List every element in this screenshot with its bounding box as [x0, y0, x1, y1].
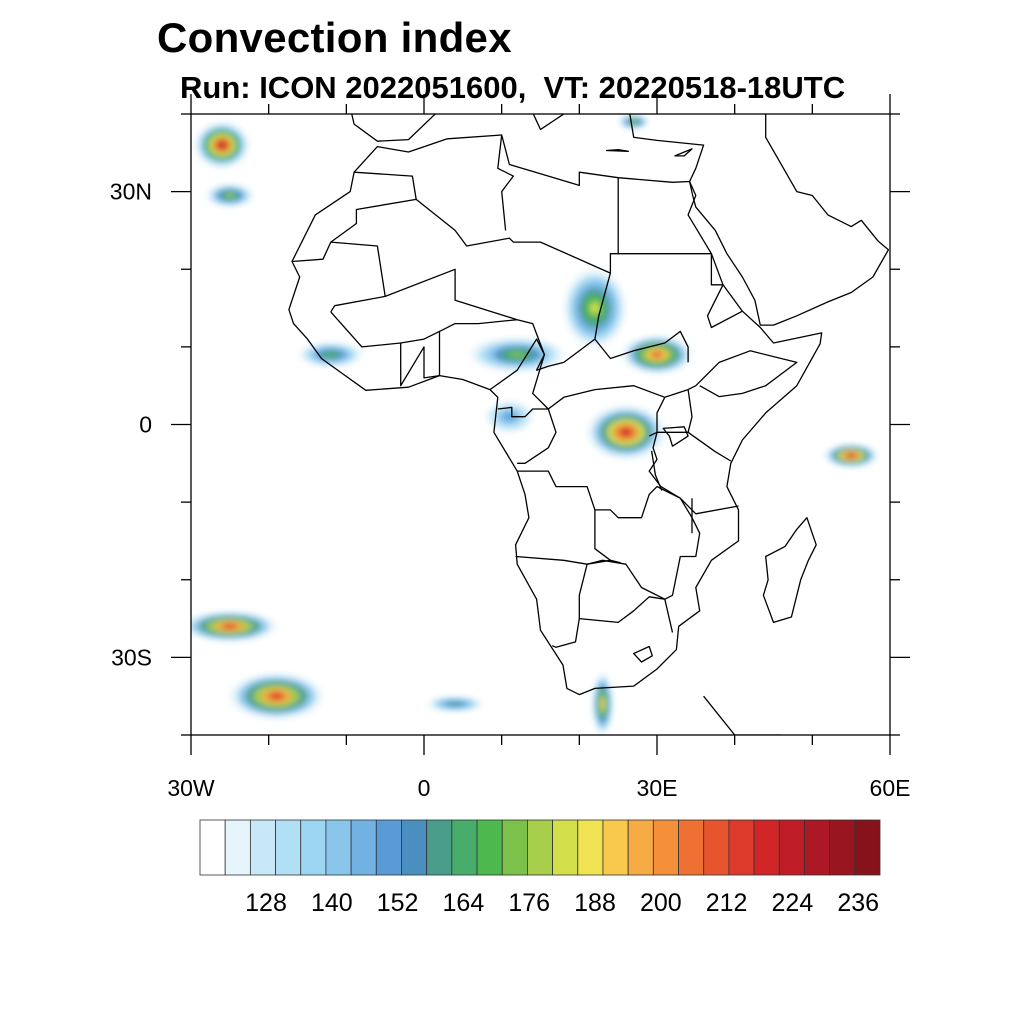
lat-tick-label: 30N [110, 179, 152, 205]
uganda-drc-border [648, 397, 666, 437]
lon-tick-label: 30E [637, 775, 678, 801]
colorbar-swatch [451, 819, 478, 876]
sudan-south-sudan-border [594, 330, 689, 363]
colorbar-swatch [527, 819, 553, 876]
colorbar-swatch [703, 819, 730, 876]
colorbar-swatch [854, 819, 881, 876]
field-mediterranean-east [618, 114, 650, 130]
colorbar: 128 140 152 164 176 188 200 212 224 236 [199, 819, 881, 917]
colorbar-swatch [627, 819, 654, 876]
field-madagascar-east [823, 443, 879, 468]
colorbar-swatch [678, 819, 705, 876]
tanzania-west-border [648, 432, 739, 515]
mauritania-border [330, 241, 386, 313]
axis-ticks: 30W 0 30E 60E 30N 0 30S [110, 94, 911, 801]
madagascar-coastline [762, 517, 817, 624]
lon-tick-label: 30W [167, 775, 215, 801]
arabia-coastline [629, 114, 890, 326]
convection-field-layer [191, 114, 879, 735]
colorbar-swatch [501, 819, 528, 876]
lat-tick-label: 30S [111, 644, 152, 670]
chart-title: Convection index [157, 14, 512, 61]
colorbar-label: 236 [837, 889, 879, 917]
lat-tick-label: 0 [139, 412, 152, 438]
field-congo-basin [587, 405, 665, 460]
southern-europe-coastline [351, 114, 565, 142]
southern-africa-borders [517, 470, 701, 648]
chart-subtitle: Run: ICON 2022051600, VT: 20220518-18UTC [180, 70, 846, 105]
colorbar-label: 212 [706, 889, 748, 917]
africa-coastline [288, 134, 823, 696]
lake-victoria [662, 426, 689, 447]
botswana-sa-border [579, 596, 674, 633]
colorbar-swatch [652, 819, 679, 876]
lon-tick-label: 0 [418, 775, 431, 801]
colorbar-swatch [476, 819, 503, 876]
colorbar-swatch [778, 819, 805, 876]
field-north-atlantic-storm [194, 121, 250, 169]
sahara-border-1 [415, 177, 619, 274]
field-gabon-coast [486, 401, 533, 433]
field-nigeria-cameroon [470, 337, 564, 372]
sahel-borders [384, 268, 612, 371]
colorbar-label: 200 [640, 889, 682, 917]
colorbar-swatch [199, 819, 226, 876]
colorbar-swatch [375, 819, 402, 876]
southern-ocean-edge [703, 695, 782, 735]
morocco-wsahara-border [291, 171, 417, 263]
gabon-congo-border [497, 406, 557, 464]
field-south-atlantic-west [191, 610, 277, 642]
colorbar-swatch [577, 819, 604, 876]
colorbar-swatch [753, 819, 780, 876]
field-south-atlantic-small [427, 696, 483, 712]
colorbar-swatch [350, 819, 377, 876]
colorbar-label: 224 [772, 889, 814, 917]
field-south-sudan-ethiopia [622, 335, 692, 375]
colorbar-swatch [829, 819, 856, 876]
map-frame [190, 113, 891, 736]
lesotho-border [633, 645, 653, 663]
colorbar-swatch [401, 819, 428, 876]
crete-coastline [605, 149, 629, 152]
cyprus-coastline [674, 148, 693, 157]
colorbar-swatch [804, 819, 831, 876]
west-africa-inner-border [330, 311, 518, 348]
field-agulhas-current [591, 672, 614, 735]
colorbar-label: 152 [377, 889, 419, 917]
colorbar-label: 140 [311, 889, 353, 917]
field-south-atlantic-front [229, 672, 324, 720]
colorbar-label: 188 [574, 889, 616, 917]
colorbar-label: 164 [443, 889, 485, 917]
colorbar-swatch [426, 819, 453, 876]
colorbar-label: 176 [508, 889, 550, 917]
field-sahel-west [299, 342, 362, 368]
angola-zambia-border [594, 509, 611, 561]
colorbar-swatch [249, 819, 276, 876]
angola-namibia-border [515, 555, 621, 565]
colorbar-swatch [325, 819, 352, 876]
colorbar-label: 128 [245, 889, 287, 917]
kenya-tanzania-border [657, 431, 732, 462]
colorbar-swatch [300, 819, 327, 876]
colorbar-swatch [552, 819, 579, 876]
colorbar-swatch [224, 819, 251, 876]
coastline-layer [288, 114, 890, 735]
field-chad-sudan [563, 269, 626, 347]
colorbar-swatch [728, 819, 755, 876]
colorbar-swatch [602, 819, 629, 876]
eritrea-border [706, 253, 743, 329]
colorbar-swatch [275, 819, 302, 876]
tunisia-libya-border [497, 134, 514, 231]
kenya-uganda-border [687, 389, 693, 433]
field-north-atlantic-band [206, 183, 254, 208]
lake-tanganyika [650, 450, 663, 491]
lon-tick-label: 60E [870, 775, 911, 801]
ghana-togo-border [400, 331, 441, 387]
